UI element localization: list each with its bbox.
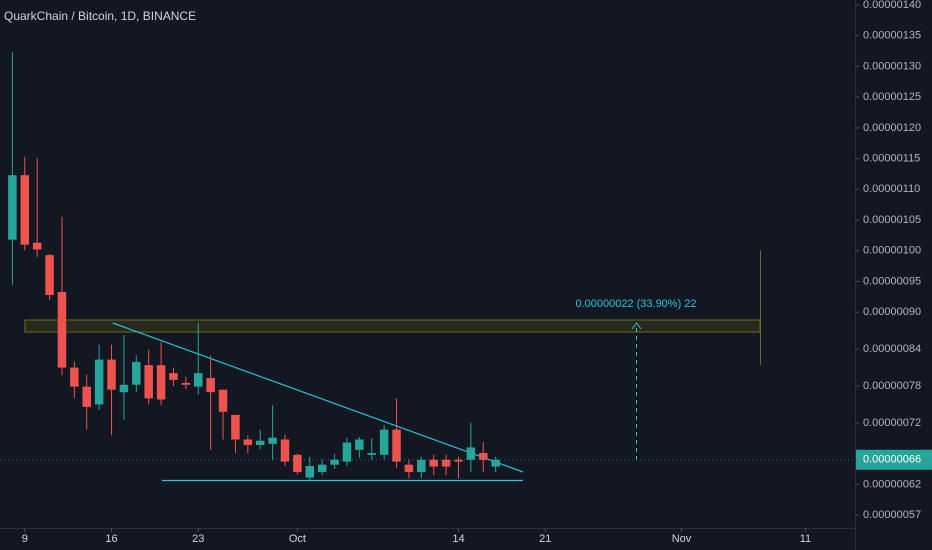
candle-body <box>342 442 352 462</box>
candle-body <box>305 465 315 478</box>
y-tick-label: 0.00000125 <box>863 91 921 103</box>
candle-body <box>243 439 253 446</box>
y-tick-label: 0.00000120 <box>863 122 921 134</box>
candle-body <box>57 291 67 368</box>
measure-arrow-head <box>631 322 642 330</box>
candle-body <box>218 389 228 412</box>
candle-body <box>45 255 54 296</box>
range-box <box>24 319 761 333</box>
candle-body <box>441 459 451 467</box>
candle-body <box>169 373 178 380</box>
candle-body <box>404 464 414 473</box>
candle-body <box>330 459 339 465</box>
chart-title: QuarkChain / Bitcoin, 1D, BINANCE <box>4 9 196 23</box>
candle-body <box>107 359 116 390</box>
x-tick-label: 21 <box>539 533 551 545</box>
candle-body <box>466 447 476 460</box>
trend-line <box>112 322 524 473</box>
y-tick-label: 0.00000090 <box>863 306 921 318</box>
x-tick-label: 23 <box>192 533 204 545</box>
candle-body <box>491 459 500 467</box>
x-tick-label: 14 <box>452 533 464 545</box>
x-tick-label: Nov <box>672 533 692 545</box>
x-tick-label: Oct <box>289 533 306 545</box>
candle-body <box>454 459 463 462</box>
last-price-box <box>856 449 932 470</box>
candle-body <box>94 359 104 405</box>
candle-body <box>206 378 215 393</box>
x-tick-label: 9 <box>22 533 28 545</box>
candle-body <box>255 440 265 446</box>
y-tick-label: 0.00000100 <box>863 245 921 257</box>
candle-body <box>132 362 141 385</box>
y-tick-label: 0.00000110 <box>863 183 920 195</box>
candle-body <box>417 459 426 473</box>
y-tick-label: 0.00000095 <box>863 275 921 287</box>
measure-label: 0.00000022 (33.90%) 22 <box>575 298 696 310</box>
x-tick-label: 16 <box>105 533 117 545</box>
candle-body <box>367 453 376 455</box>
candle-body <box>20 175 30 245</box>
y-tick-label: 0.00000135 <box>863 30 921 42</box>
y-tick-label: 0.00000130 <box>863 60 921 72</box>
y-tick-label: 0.00000084 <box>863 343 921 355</box>
candle-body <box>293 454 302 473</box>
candle-body <box>392 429 401 462</box>
candle-body <box>194 373 203 387</box>
candles <box>8 52 500 481</box>
candle-body <box>280 439 290 462</box>
candle-body <box>479 453 488 460</box>
candle-body <box>429 459 438 467</box>
candle-body <box>70 367 79 387</box>
y-tick-label: 0.00000062 <box>863 478 921 490</box>
candle-body <box>181 382 191 385</box>
candle-body <box>8 175 17 240</box>
candle-body <box>156 365 166 400</box>
y-tick-label: 0.00000072 <box>863 417 921 429</box>
x-tick-label: 11 <box>800 533 811 545</box>
candle-body <box>268 437 277 444</box>
last-price-label: 0.00000066 <box>863 454 921 466</box>
y-tick-label: 0.00000078 <box>863 380 921 392</box>
candle-body <box>317 464 327 473</box>
candle-body <box>119 384 129 393</box>
candle-body <box>355 439 364 450</box>
y-tick-label: 0.00000115 <box>863 152 920 164</box>
candle-body <box>231 414 240 440</box>
candle-body <box>144 365 153 399</box>
candle-body <box>82 386 91 407</box>
y-tick-label: 0.00000140 <box>863 0 921 11</box>
y-tick-label: 0.00000057 <box>863 509 921 521</box>
y-tick-label: 0.00000105 <box>863 214 921 226</box>
candle-body <box>379 429 389 455</box>
candle-body <box>32 242 42 250</box>
